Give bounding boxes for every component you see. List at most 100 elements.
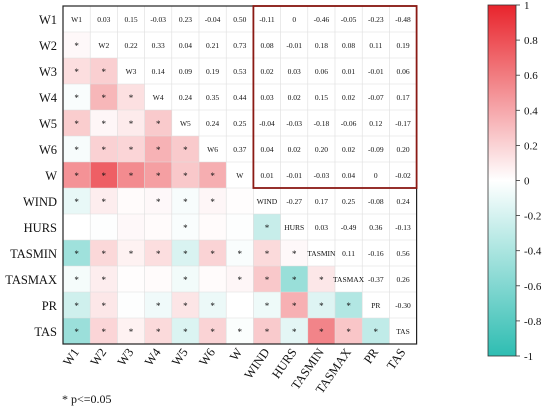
correlation-value: 0.26 — [396, 275, 409, 284]
cell-TASMAX-TASMIN — [307, 266, 335, 292]
column-label: W5 — [169, 346, 191, 369]
correlation-value: -0.11 — [259, 15, 275, 24]
cell-W5-W4 — [144, 110, 172, 136]
correlation-value: 0.50 — [233, 15, 246, 24]
significance-star: * — [102, 145, 107, 155]
cell-W5-W2 — [90, 110, 118, 136]
significance-star: * — [129, 171, 134, 181]
cell-TASMIN-W4 — [144, 240, 172, 266]
correlation-value: -0.27 — [286, 197, 302, 206]
cell-TAS-TASMAX — [335, 318, 363, 344]
highlight-box — [252, 5, 418, 189]
cell-W5-W1 — [63, 110, 91, 136]
correlation-value: -0.23 — [368, 15, 384, 24]
diagonal-label: W1 — [71, 15, 82, 24]
significance-star: * — [156, 249, 161, 259]
significance-star: * — [346, 301, 351, 311]
correlation-value: 0.09 — [179, 67, 192, 76]
cell-WIND-W6 — [199, 188, 227, 214]
cell-PR-HURS — [280, 292, 308, 318]
correlation-value: 0.24 — [179, 93, 192, 102]
cell-TASMIN-W2 — [90, 240, 118, 266]
cell-TASMIN-HURS — [280, 240, 308, 266]
correlation-value: 0.06 — [396, 67, 409, 76]
column-label: PR — [361, 345, 382, 366]
correlation-value: -0.04 — [259, 119, 275, 128]
correlation-value: 0.17 — [315, 197, 328, 206]
significance-star: * — [319, 327, 324, 337]
significance-star: * — [238, 327, 243, 337]
significance-star: * — [183, 197, 188, 207]
cell-WIND-W — [226, 188, 254, 214]
correlation-value: 0.02 — [342, 145, 355, 154]
significance-star: * — [156, 197, 161, 207]
colorbar-tick-label: 0 — [524, 176, 530, 188]
significance-star: * — [156, 171, 161, 181]
row-label: W4 — [39, 91, 58, 105]
significance-star: * — [292, 301, 297, 311]
correlation-value: 0.18 — [315, 41, 328, 50]
correlation-value: 0.02 — [342, 93, 355, 102]
correlation-value: 0.01 — [260, 171, 273, 180]
correlation-value: 0.02 — [260, 67, 273, 76]
diagonal-label: TASMAX — [333, 275, 365, 284]
cell-WIND-W3 — [117, 188, 145, 214]
correlation-value: 0.44 — [233, 93, 246, 102]
correlation-value: 0.04 — [260, 145, 273, 154]
cell-HURS-W3 — [117, 214, 145, 240]
correlation-value: -0.03 — [150, 15, 166, 24]
diagonal-label: WIND — [257, 197, 278, 206]
correlation-value: 0 — [292, 15, 296, 24]
cell-W4-W2 — [90, 84, 118, 110]
cell-PR-TASMAX — [335, 292, 363, 318]
cell-HURS-W1 — [63, 214, 91, 240]
colorbar-tick-label: 0.8 — [524, 35, 538, 47]
cell-PR-W3 — [117, 292, 145, 318]
correlation-value: 0.35 — [206, 93, 219, 102]
cell-HURS-WIND — [253, 214, 281, 240]
cell-TASMAX-W3 — [117, 266, 145, 292]
significance-star: * — [74, 67, 79, 77]
cell-TASMIN-WIND — [253, 240, 281, 266]
significance-star: * — [292, 275, 297, 285]
cell-TASMIN-W5 — [171, 240, 199, 266]
correlation-value: -0.07 — [368, 93, 384, 102]
significance-star: * — [183, 301, 188, 311]
cell-TAS-HURS — [280, 318, 308, 344]
cell-PR-W5 — [171, 292, 199, 318]
column-label: W4 — [142, 345, 164, 368]
significance-star: * — [102, 275, 107, 285]
significance-star: * — [102, 171, 107, 181]
correlation-value: 0 — [374, 171, 378, 180]
correlation-value: -0.46 — [314, 15, 330, 24]
significance-star: * — [374, 327, 379, 337]
column-label: W3 — [115, 346, 137, 369]
cell-TAS-WIND — [253, 318, 281, 344]
diagonal-label: PR — [371, 301, 380, 310]
correlation-value: 0.15 — [315, 93, 328, 102]
correlation-value: -0.03 — [314, 171, 330, 180]
correlation-value: 0.08 — [260, 41, 273, 50]
row-label: TASMAX — [5, 273, 57, 287]
correlation-value: 0.20 — [396, 145, 409, 154]
correlation-value: -0.37 — [368, 275, 384, 284]
significance-star: * — [210, 197, 215, 207]
cell-W2-W1 — [63, 32, 91, 58]
cell-TASMAX-WIND — [253, 266, 281, 292]
correlation-value: -0.17 — [395, 119, 411, 128]
cell-TASMAX-W2 — [90, 266, 118, 292]
significance-star: * — [74, 145, 79, 155]
significance-star: * — [319, 275, 324, 285]
cell-WIND-W5 — [171, 188, 199, 214]
column-label: W2 — [87, 346, 109, 369]
significance-star: * — [265, 249, 270, 259]
cell-TASMIN-W6 — [199, 240, 227, 266]
cell-TAS-W1 — [63, 318, 91, 344]
correlation-value: 0.03 — [97, 15, 110, 24]
cell-TASMAX-HURS — [280, 266, 308, 292]
correlation-value: 0.33 — [152, 41, 165, 50]
cell-PR-W2 — [90, 292, 118, 318]
significance-star: * — [265, 275, 270, 285]
significance-star: * — [129, 249, 134, 259]
significance-star: * — [319, 301, 324, 311]
